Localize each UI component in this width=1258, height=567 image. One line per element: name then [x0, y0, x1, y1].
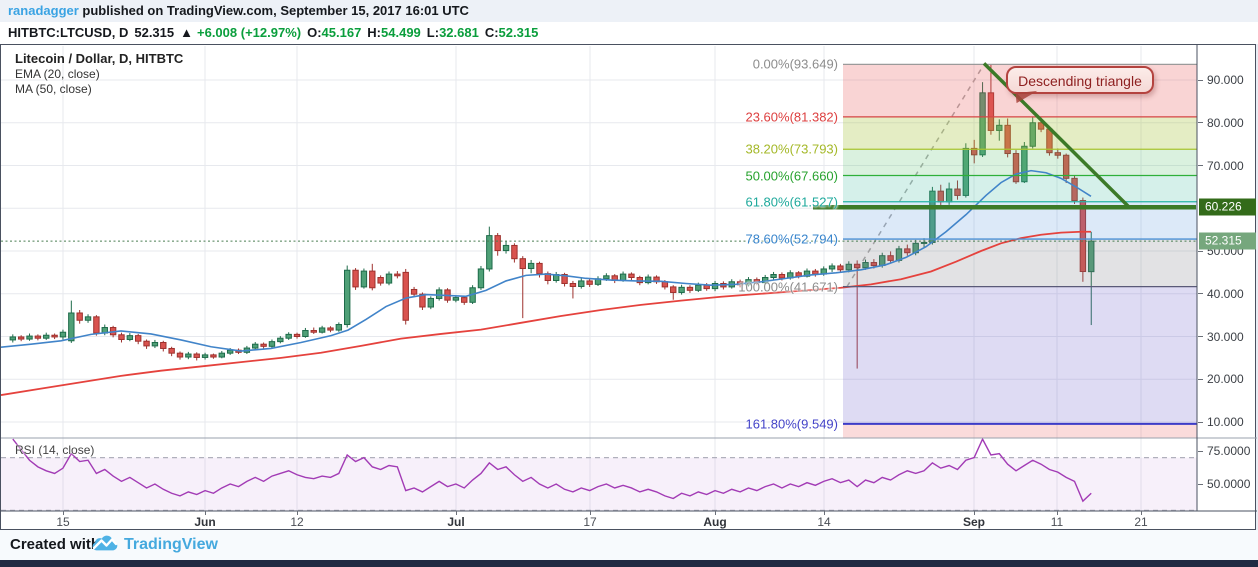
rsi-legend[interactable]: RSI (14, close): [15, 443, 95, 457]
descending-triangle-callout[interactable]: Descending triangle: [1006, 66, 1154, 104]
low-label: L:: [426, 25, 440, 40]
time-axis-label[interactable]: Aug: [703, 515, 727, 529]
close-value: 52.315: [498, 25, 539, 40]
footer-bar: Created with TradingView: [0, 530, 1258, 560]
price-axis-tick: [1198, 378, 1203, 380]
high-label: H:: [367, 25, 382, 40]
legend-ma[interactable]: MA (50, close): [15, 82, 92, 96]
publish-info-bar: ranadagger published on TradingView.com,…: [0, 0, 1258, 22]
symbol-name: HITBTC:LTCUSD, D: [8, 25, 129, 40]
main-chart-svg: [1, 45, 1257, 512]
fib-label: 0.00%(93.649): [752, 56, 838, 72]
fib-zones: [843, 64, 1197, 438]
rsi-axis-label: 75.0000: [1207, 444, 1251, 458]
callout-text: Descending triangle: [1018, 73, 1142, 89]
price-axis-label: 90.000: [1207, 73, 1244, 87]
time-axis-label[interactable]: 17: [583, 515, 597, 529]
author-name[interactable]: ranadagger: [8, 3, 79, 18]
price-change: +6.008 (+12.97%): [197, 25, 302, 40]
fib-label: 38.20%(73.793): [745, 141, 838, 157]
fib-label: 161.80%(9.549): [745, 416, 838, 432]
fib-label: 61.80%(61.527): [745, 194, 838, 210]
time-axis-tick: [456, 511, 457, 515]
price-axis-label: 80.000: [1207, 115, 1244, 130]
low-value: 32.681: [439, 25, 479, 40]
candles: [9, 64, 1095, 369]
time-axis-tick: [63, 511, 64, 515]
time-axis-label[interactable]: Sep: [962, 515, 986, 529]
price-axis-tick: [1198, 421, 1203, 423]
tradingview-logo-icon[interactable]: [92, 534, 118, 559]
time-axis-tick: [297, 511, 298, 515]
time-axis-label[interactable]: 15: [56, 515, 70, 529]
price-axis-tick: [1198, 79, 1203, 81]
time-axis-tick: [715, 511, 716, 515]
ma50-line: [1, 230, 1091, 396]
ema20-line: [1, 169, 1092, 352]
bottom-navy-strip: [0, 560, 1258, 567]
price-axis-label: 40.000: [1207, 286, 1244, 301]
price-axis-label: 10.000: [1207, 415, 1244, 429]
high-value: 54.499: [381, 25, 421, 40]
publish-text: published on TradingView.com, September …: [78, 3, 469, 18]
time-axis-tick: [205, 511, 206, 515]
fib-label: 100.00%(41.671): [738, 279, 838, 295]
price-axis-tick: [1198, 165, 1203, 166]
time-axis-label[interactable]: 21: [1134, 515, 1148, 529]
price-axis-label: 20.000: [1207, 372, 1244, 387]
time-axis-tick: [590, 511, 591, 515]
rsi-line: [12, 437, 1092, 503]
close-label: C:: [484, 25, 499, 40]
created-with-text: Created with: [10, 536, 101, 553]
rsi-pane: [1, 437, 1197, 511]
rsi-axis-tick: [1198, 450, 1203, 452]
price-axis-tick: [1198, 336, 1203, 337]
fib-label: 50.00%(67.660): [745, 168, 838, 183]
time-axis-label[interactable]: Jun: [194, 515, 216, 529]
last-price: 52.315: [134, 25, 175, 40]
price-axis-tick: [1198, 122, 1203, 124]
time-axis-label[interactable]: 11: [1050, 515, 1064, 529]
price-axis-tick: [1198, 250, 1203, 252]
time-axis-label[interactable]: Jul: [447, 515, 465, 529]
tradingview-brand-text[interactable]: TradingView: [124, 536, 218, 553]
time-axis-tick: [974, 511, 975, 515]
level-price-badge: 60.226: [1199, 198, 1256, 216]
rsi-axis-label: 50.0000: [1207, 477, 1251, 491]
chart-legend: Litecoin / Dollar, D, HITBTC EMA (20, cl…: [15, 51, 183, 97]
current-price-badge: 52.315: [1199, 232, 1256, 250]
time-axis-label[interactable]: 12: [290, 515, 304, 529]
fib-label: 78.60%(52.794): [745, 231, 838, 247]
open-label: O:: [307, 25, 322, 40]
time-axis-tick: [1057, 511, 1058, 515]
open-value: 45.167: [321, 25, 362, 40]
legend-ema[interactable]: EMA (20, close): [15, 67, 100, 81]
chart-area[interactable]: Litecoin / Dollar, D, HITBTC EMA (20, cl…: [0, 44, 1257, 530]
price-axis-label: 70.000: [1207, 158, 1244, 173]
fib-label: 23.60%(81.382): [745, 109, 838, 125]
time-axis-tick: [1141, 511, 1142, 515]
symbol-info-bar: HITBTC:LTCUSD, D 52.315 ▲ +6.008 (+12.97%) O…: [0, 22, 1258, 44]
price-axis-tick: [1198, 293, 1203, 295]
time-axis-label[interactable]: 14: [817, 515, 831, 529]
gridlines: [1, 46, 1197, 511]
rsi-axis-tick: [1198, 483, 1203, 485]
up-arrow-icon: ▲: [180, 25, 193, 40]
time-axis-tick: [824, 511, 825, 515]
price-axis-label: 30.000: [1207, 329, 1244, 344]
legend-symbol-title[interactable]: Litecoin / Dollar, D, HITBTC: [15, 51, 184, 66]
